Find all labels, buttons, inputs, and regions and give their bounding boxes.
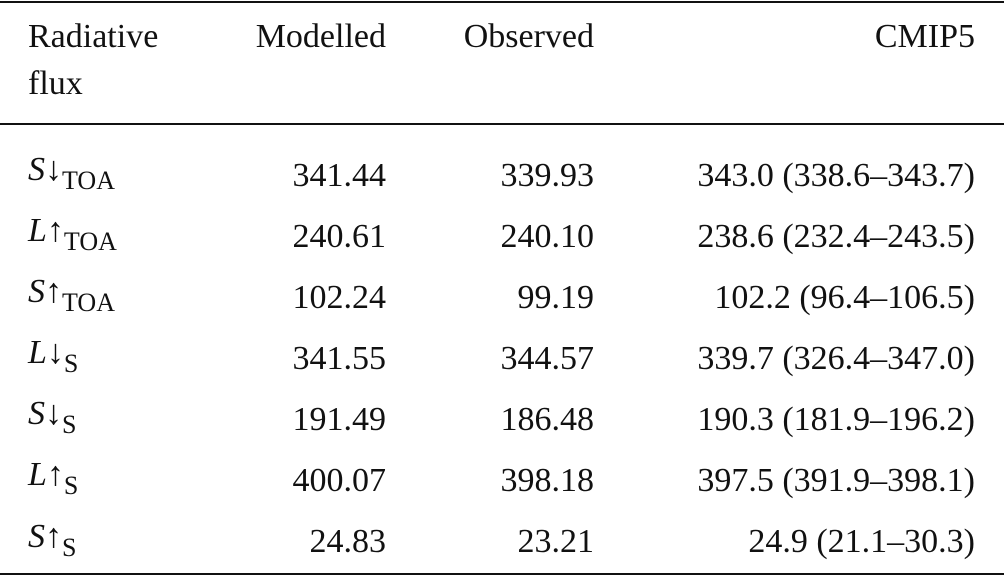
flux-symbol: S [28,395,45,433]
table-cell: 341.44 [292,156,387,194]
header-cell: Observed [463,18,594,55]
table-cell: 191.49 [292,400,387,438]
table-cell: 343.0 (338.6–343.7) [697,156,975,194]
flux-subscript: TOA [63,227,117,257]
table-cell: 186.48 [500,400,595,438]
flux-arrow: ↓ [45,151,62,188]
flux-label: L↓S [0,328,200,389]
table-row: S↑S 24.83 23.21 24.9 (21.1–30.3) [0,512,1004,574]
flux-symbol: S [28,151,45,188]
flux-label: S↓S [0,389,200,450]
flux-arrow: ↑ [45,273,62,311]
table-row: S↓TOA 341.44 339.93 343.0 (338.6–343.7) [0,124,1004,206]
header-cell: Modelled [255,18,386,55]
table-cell: 400.07 [292,462,387,500]
table-cell: 238.6 (232.4–243.5) [697,217,975,255]
header-cell: CMIP5 [874,18,975,55]
header-cell: Radiative flux [28,18,159,102]
flux-label: L↑TOA [0,206,200,267]
flux-symbol: S [28,273,45,311]
table-body: S↓TOA 341.44 339.93 343.0 (338.6–343.7) L↑TO… [0,124,1004,574]
flux-arrow: ↑ [46,456,64,494]
table-row: L↓S 341.55 344.57 339.7 (326.4–347.0) [0,328,1004,389]
table-cell: 240.61 [292,217,387,255]
flux-arrow: ↑ [45,517,62,555]
flux-label: S↑S [0,512,200,574]
flux-symbol: L [28,334,47,372]
flux-label: S↑TOA [0,267,200,328]
table-cell: 102.24 [292,278,387,316]
flux-subscript: S [62,410,77,440]
flux-arrow: ↑ [46,212,64,250]
table-cell: 398.18 [500,462,595,500]
table-row: S↑TOA 102.24 99.19 102.2 (96.4–106.5) [0,267,1004,328]
flux-symbol: L [28,212,47,250]
table-row: S↓S 191.49 186.48 190.3 (181.9–196.2) [0,389,1004,450]
flux-label: L↑S [0,450,200,511]
table-cell: 190.3 (181.9–196.2) [697,400,975,438]
flux-subscript: TOA [62,288,115,318]
table-header: Radiative flux Modelled Observed CMIP5 [0,2,1004,124]
table-cell: 102.2 (96.4–106.5) [714,278,975,316]
table-cell: 99.19 [517,278,595,316]
table-row: L↑TOA 240.61 240.10 238.6 (232.4–243.5) [0,206,1004,267]
flux-symbol: L [28,456,47,494]
flux-subscript: S [63,471,79,501]
flux-subscript: S [62,532,77,562]
table-cell: 339.93 [500,156,595,194]
table-row: L↑S 400.07 398.18 397.5 (391.9–398.1) [0,450,1004,511]
table-cell: 341.55 [292,339,387,377]
table-cell: 339.7 (326.4–347.0) [697,339,975,377]
table-cell: 23.21 [517,523,595,561]
flux-label: S↓TOA [0,124,200,206]
table-cell: 240.10 [500,217,595,255]
flux-subscript: S [63,349,79,379]
flux-arrow: ↓ [46,334,64,372]
table-cell: 397.5 (391.9–398.1) [697,462,975,500]
flux-arrow: ↓ [45,395,62,433]
table-cell: 24.9 (21.1–30.3) [748,523,975,561]
table-cell: 24.83 [309,523,387,561]
header-row: Radiative flux Modelled Observed CMIP5 [0,2,1004,124]
flux-subscript: TOA [62,166,115,196]
flux-symbol: S [28,517,45,555]
table-cell: 344.57 [500,339,595,377]
